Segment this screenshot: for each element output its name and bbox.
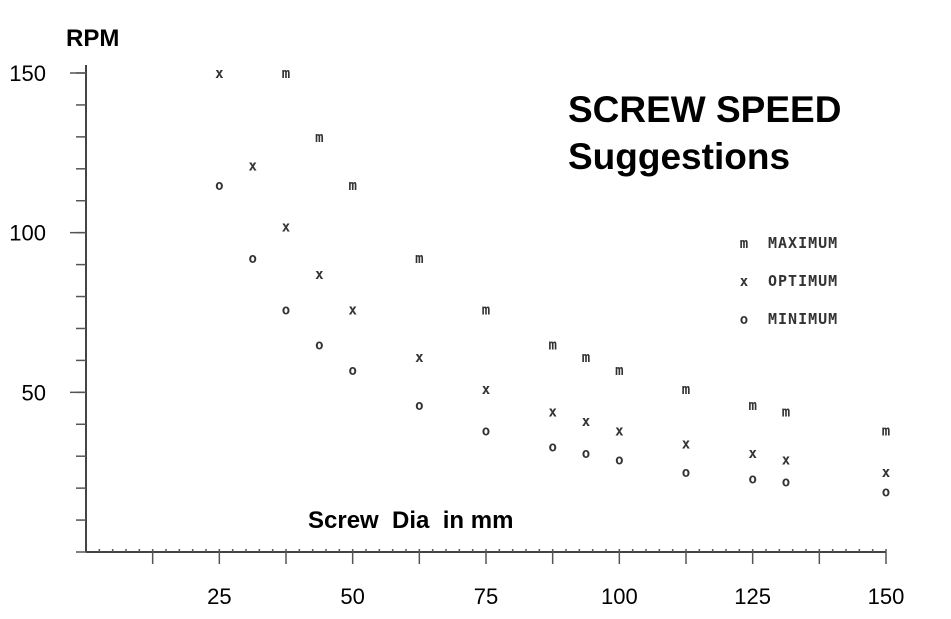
y-axis-title: RPM xyxy=(66,25,119,52)
data-point-optimum: x xyxy=(215,66,224,82)
data-point-optimum: x xyxy=(748,446,757,462)
data-point-optimum: x xyxy=(282,219,291,235)
data-point-maximum: m xyxy=(882,424,890,440)
y-tick-label: 100 xyxy=(9,221,46,246)
data-point-optimum: x xyxy=(582,414,591,430)
data-point-optimum: x xyxy=(782,452,791,468)
legend-label-maximum: MAXIMUM xyxy=(768,234,838,252)
data-point-minimum: o xyxy=(282,302,290,318)
legend-marker-optimum: x xyxy=(740,274,749,290)
legend: m MAXIMUM x OPTIMUM o MINIMUM xyxy=(740,234,838,328)
data-point-maximum: m xyxy=(548,337,556,353)
y-tick-label: 50 xyxy=(22,380,46,405)
data-point-maximum: m xyxy=(748,398,756,414)
data-point-maximum: m xyxy=(682,382,690,398)
data-point-maximum: m xyxy=(615,363,623,379)
data-point-maximum: m xyxy=(415,251,423,267)
data-point-maximum: m xyxy=(348,178,356,194)
data-point-optimum: x xyxy=(482,382,491,398)
chart-title: SCREW SPEED xyxy=(568,89,841,130)
data-point-minimum: o xyxy=(348,363,356,379)
data-point-maximum: m xyxy=(315,130,323,146)
x-axis-title: Screw Dia in mm xyxy=(308,507,513,534)
data-point-maximum: m xyxy=(282,66,290,82)
data-point-minimum: o xyxy=(748,472,756,488)
x-tick-label: 50 xyxy=(340,584,364,609)
data-point-minimum: o xyxy=(415,398,423,414)
tick-labels: 25 50 75 100 125 150 50 100 150 xyxy=(9,61,904,609)
data-point-optimum: x xyxy=(882,465,891,481)
data-point-minimum: o xyxy=(248,251,256,267)
x-tick-label: 150 xyxy=(868,584,905,609)
data-point-optimum: x xyxy=(548,404,557,420)
data-point-minimum: o xyxy=(682,465,690,481)
legend-label-optimum: OPTIMUM xyxy=(768,272,838,290)
legend-marker-maximum: m xyxy=(740,236,748,252)
data-point-minimum: o xyxy=(782,475,790,491)
tick-marks xyxy=(70,72,887,564)
x-tick-label: 125 xyxy=(734,584,771,609)
x-tick-label: 25 xyxy=(207,584,231,609)
legend-label-minimum: MINIMUM xyxy=(768,310,838,328)
x-tick-label: 75 xyxy=(474,584,498,609)
data-point-optimum: x xyxy=(615,424,624,440)
data-point-minimum: o xyxy=(315,337,323,353)
data-point-optimum: x xyxy=(415,350,424,366)
data-point-maximum: m xyxy=(782,404,790,420)
data-point-minimum: o xyxy=(548,440,556,456)
data-point-optimum: x xyxy=(248,159,257,175)
data-point-maximum: m xyxy=(482,302,490,318)
data-point-optimum: x xyxy=(348,302,357,318)
data-point-maximum: m xyxy=(582,350,590,366)
legend-marker-minimum: o xyxy=(740,312,748,328)
data-point-minimum: o xyxy=(482,424,490,440)
y-tick-label: 150 xyxy=(9,61,46,86)
data-point-minimum: o xyxy=(615,452,623,468)
data-point-optimum: x xyxy=(315,267,324,283)
x-tick-label: 100 xyxy=(601,584,638,609)
data-point-minimum: o xyxy=(582,446,590,462)
data-point-minimum: o xyxy=(215,178,223,194)
data-point-optimum: x xyxy=(682,436,691,452)
chart-subtitle: Suggestions xyxy=(568,136,790,177)
data-point-minimum: o xyxy=(882,484,890,500)
